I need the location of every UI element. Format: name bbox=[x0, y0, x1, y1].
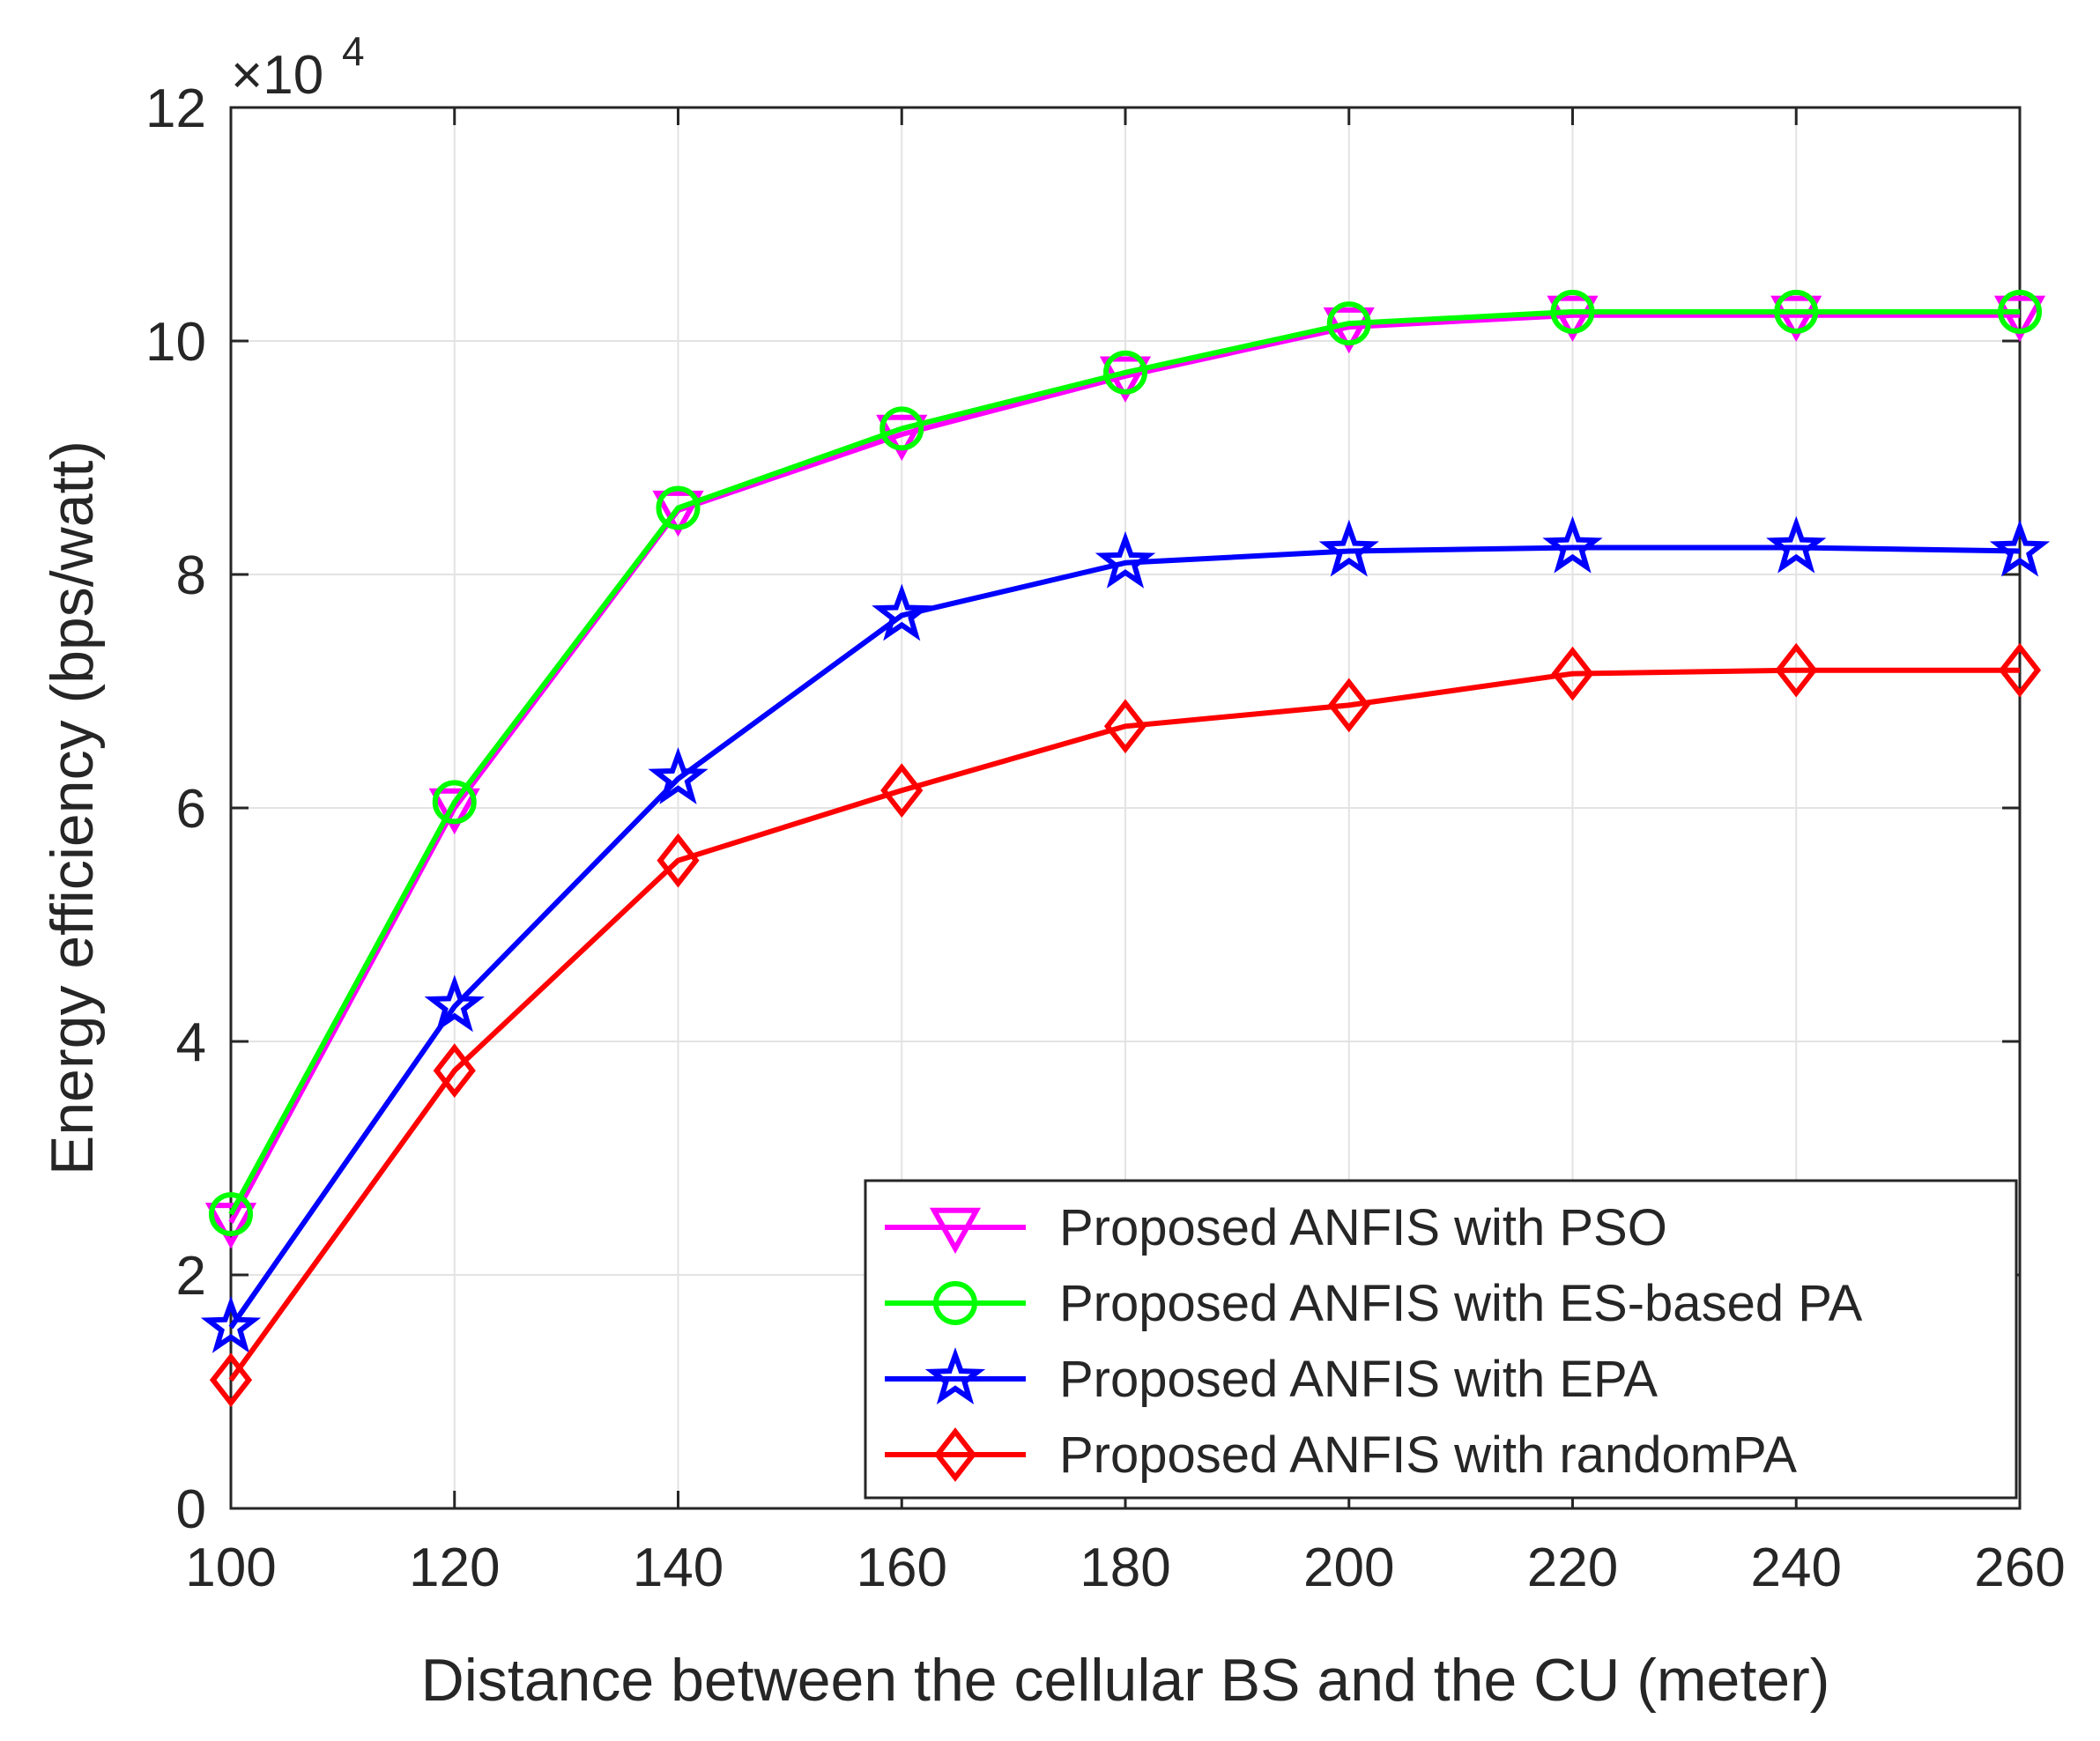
legend: Proposed ANFIS with PSO Proposed ANFIS wi… bbox=[864, 1179, 2018, 1500]
series-2 bbox=[200, 515, 2051, 1353]
y-exponent-power: 4 bbox=[342, 28, 365, 74]
series-line bbox=[228, 545, 2021, 1330]
data-point-marker bbox=[1551, 646, 1594, 701]
data-point-marker bbox=[1775, 642, 1818, 698]
data-point-marker bbox=[648, 747, 709, 804]
legend-marker-swatch bbox=[929, 1207, 982, 1255]
data-point-marker bbox=[1770, 295, 1822, 343]
y-tick-label: 12 bbox=[145, 78, 206, 139]
data-point-marker bbox=[1998, 642, 2042, 698]
legend-label: Proposed ANFIS with EPA bbox=[1059, 1351, 1658, 1408]
x-tick-label: 160 bbox=[857, 1537, 947, 1598]
data-point-marker bbox=[432, 780, 477, 825]
data-point-marker bbox=[1998, 289, 2042, 334]
data-point-marker bbox=[1766, 515, 1827, 574]
series-line bbox=[228, 667, 2020, 1382]
y-tick-label: 4 bbox=[176, 1012, 206, 1073]
legend-item: Proposed ANFIS with randomPA bbox=[885, 1426, 1797, 1484]
legend-label: Proposed ANFIS with PSO bbox=[1059, 1199, 1667, 1256]
legend-label: Proposed ANFIS with ES-based PA bbox=[1059, 1275, 1863, 1332]
x-tick-label: 120 bbox=[409, 1537, 500, 1598]
data-point-marker bbox=[1103, 699, 1147, 754]
data-point-marker bbox=[872, 583, 932, 641]
data-point-marker bbox=[1095, 530, 1156, 589]
data-point-marker bbox=[428, 788, 480, 835]
y-tick-label: 2 bbox=[176, 1246, 206, 1307]
axis-ticks: 100 120 140 160 180 200 220 240 260 0 2 4 6 8 10 12 bbox=[145, 78, 2066, 1598]
data-point-marker bbox=[1993, 295, 2046, 343]
data-point-marker bbox=[424, 974, 485, 1033]
x-tick-label: 200 bbox=[1303, 1537, 1394, 1598]
series-0 bbox=[204, 295, 2046, 1249]
data-point-marker bbox=[1550, 289, 1595, 334]
y-tick-label: 6 bbox=[176, 779, 206, 840]
data-point-marker bbox=[209, 1352, 253, 1408]
data-point-marker bbox=[656, 485, 701, 530]
data-point-marker bbox=[880, 763, 924, 819]
legend-marker-swatch bbox=[933, 1427, 977, 1482]
x-tick-label: 140 bbox=[633, 1537, 723, 1598]
series-layer bbox=[200, 289, 2051, 1408]
legend-item: Proposed ANFIS with EPA bbox=[885, 1347, 1658, 1408]
data-point-marker bbox=[879, 406, 924, 451]
data-point-marker bbox=[1103, 350, 1147, 395]
data-point-marker bbox=[652, 490, 704, 537]
y-exponent-base: ×10 bbox=[231, 45, 323, 106]
x-axis-title: Distance between the cellular BS and the… bbox=[421, 1647, 1830, 1714]
data-point-marker bbox=[1989, 519, 2051, 577]
x-tick-label: 180 bbox=[1080, 1537, 1170, 1598]
series-1 bbox=[209, 289, 2042, 1237]
legend-item: Proposed ANFIS with ES-based PA bbox=[885, 1275, 1863, 1332]
series-line bbox=[228, 308, 2020, 1216]
data-point-marker bbox=[204, 1203, 257, 1249]
data-point-marker bbox=[1774, 289, 1819, 334]
series-line bbox=[228, 312, 2020, 1224]
legend-box bbox=[864, 1179, 2018, 1500]
data-point-marker bbox=[1318, 519, 1379, 577]
data-point-marker bbox=[1542, 515, 1603, 574]
data-point-marker bbox=[209, 1192, 253, 1237]
data-point-marker bbox=[433, 1043, 476, 1099]
x-tick-label: 100 bbox=[185, 1537, 276, 1598]
y-axis-title: Energy efficiency (bps/watt) bbox=[39, 441, 106, 1175]
y-tick-label: 10 bbox=[145, 312, 206, 373]
data-point-marker bbox=[1323, 307, 1375, 354]
data-point-marker bbox=[657, 833, 700, 888]
y-tick-label: 8 bbox=[176, 545, 206, 606]
y-axis-exponent: ×10 4 bbox=[231, 28, 365, 106]
series-3 bbox=[209, 642, 2042, 1408]
data-point-marker bbox=[1326, 301, 1371, 346]
legend-marker-swatch bbox=[924, 1347, 986, 1404]
legend-item: Proposed ANFIS with PSO bbox=[885, 1199, 1667, 1256]
legend-label: Proposed ANFIS with randomPA bbox=[1059, 1426, 1797, 1484]
data-point-marker bbox=[1547, 295, 1599, 343]
data-point-marker bbox=[200, 1295, 262, 1353]
data-point-marker bbox=[876, 414, 928, 462]
data-point-marker bbox=[1327, 678, 1370, 733]
x-tick-label: 220 bbox=[1527, 1537, 1618, 1598]
y-tick-label: 0 bbox=[176, 1479, 206, 1540]
legend-marker-swatch bbox=[933, 1281, 977, 1325]
data-point-marker bbox=[1099, 356, 1152, 403]
x-tick-label: 240 bbox=[1751, 1537, 1842, 1598]
x-tick-label: 260 bbox=[1974, 1537, 2065, 1598]
